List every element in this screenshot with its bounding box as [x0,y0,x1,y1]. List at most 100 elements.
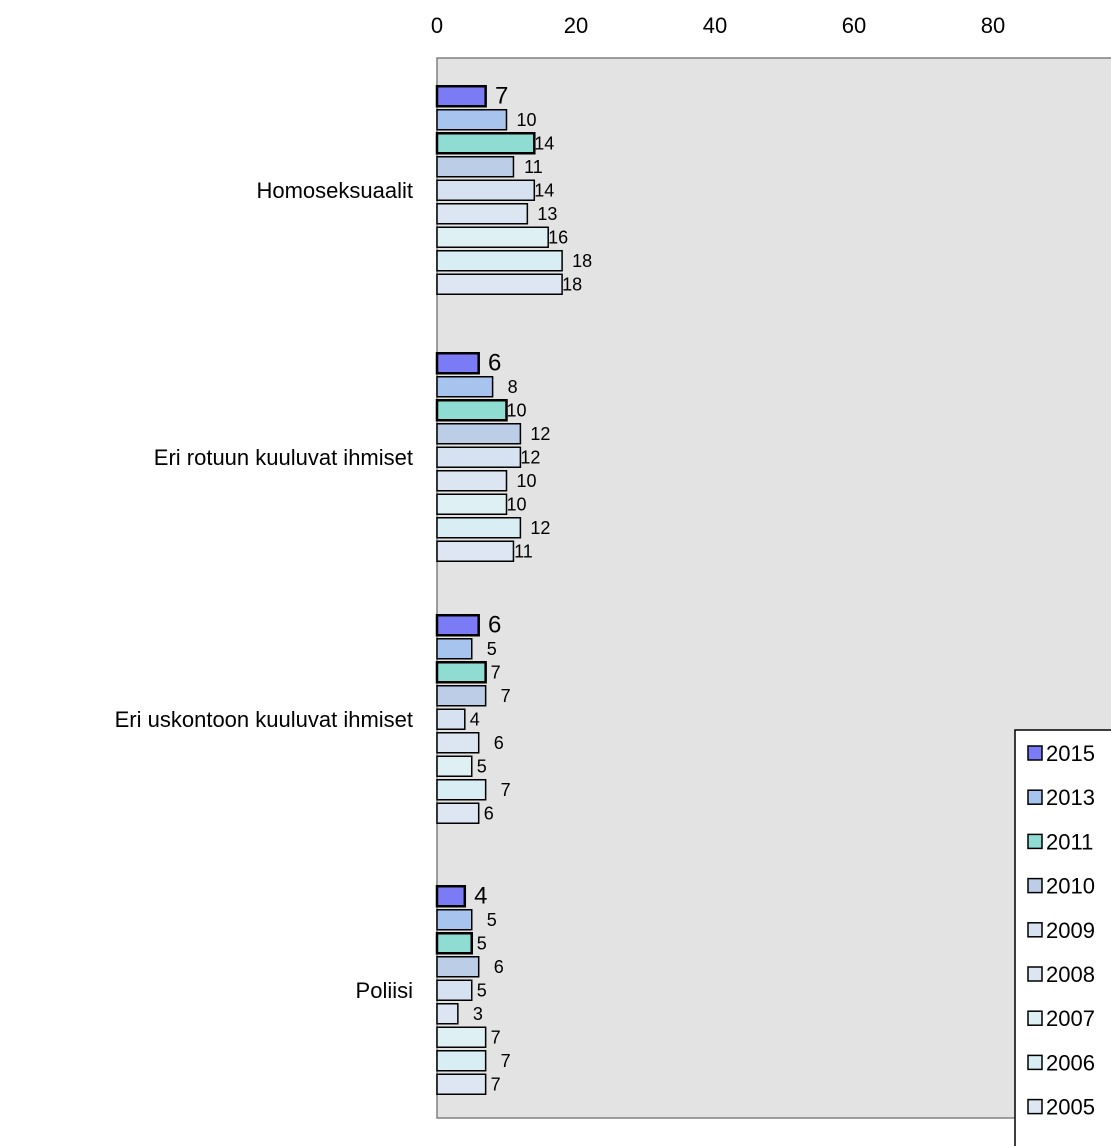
legend: 2015 2013 2011 2010 2009 2008 2007 2006 2005 [1014,729,1111,1146]
legend-label: 2010 [1046,874,1095,899]
data-label: 10 [516,471,536,491]
bar [436,956,480,978]
x-tick-label: 60 [842,13,866,38]
bar [436,540,515,562]
legend-label: 2006 [1046,1050,1095,1075]
bar [436,708,466,730]
data-label: 6 [488,349,501,376]
bar [436,638,473,660]
data-label: 5 [487,639,497,659]
data-label: 6 [484,803,494,823]
data-label: 12 [530,424,550,444]
category-label: Eri rotuun kuuluvat ihmiset [154,445,413,470]
data-label: 7 [501,780,511,800]
legend-swatch [1027,966,1043,982]
data-label: 7 [491,1027,501,1047]
bar [436,732,480,754]
bar [435,85,487,108]
bar [435,614,480,637]
bar [436,109,508,131]
bar [436,1003,459,1025]
bar [436,802,480,824]
data-label: 10 [506,400,526,420]
data-label: 12 [520,447,540,467]
data-label: 3 [473,1004,483,1024]
legend-swatch [1027,789,1043,805]
data-label: 11 [524,157,543,177]
category-axis: Homoseksuaalit Eri rotuun kuuluvat ihmise… [115,178,413,1003]
legend-swatch [1027,1010,1043,1026]
data-label: 7 [501,1051,511,1071]
data-label: 7 [495,82,508,109]
data-label: 10 [506,494,526,514]
data-label: 5 [477,980,487,1000]
bar [436,156,515,178]
bar [436,1050,487,1072]
legend-label: 2005 [1046,1095,1095,1120]
legend-label: 2011 [1046,829,1093,854]
plot-area [436,57,1111,1119]
bar [436,226,549,248]
bar [436,250,563,272]
bar [436,779,487,801]
bars [435,85,563,1095]
legend-label: 2013 [1046,785,1095,810]
category-label: Poliisi [356,978,413,1003]
legend-swatch [1027,833,1043,850]
legend-swatch [1027,745,1043,761]
bar [435,352,480,375]
legend-swatch [1027,1054,1043,1071]
bar [436,470,508,492]
category-label: Homoseksuaalit [256,178,413,203]
x-axis: 0 20 40 60 80 [431,13,1005,38]
bar [436,493,508,515]
data-label: 8 [508,377,518,397]
bar [436,979,473,1001]
bar [435,932,473,955]
data-label: 6 [488,611,501,638]
x-tick-label: 80 [981,13,1005,38]
data-label: 7 [501,686,511,706]
data-label: 5 [477,756,487,776]
bar [435,132,536,155]
data-label: 4 [470,709,480,729]
legend-label: 2008 [1046,962,1095,987]
bar [436,755,473,777]
data-label: 14 [534,133,554,153]
legend-swatch [1027,877,1043,894]
data-label: 6 [494,957,504,977]
data-label: 6 [494,733,504,753]
bar [435,399,508,422]
legend-label: 2009 [1046,918,1095,943]
bar [435,661,487,684]
data-label: 11 [514,541,533,561]
bar [436,423,522,445]
x-tick-label: 40 [703,13,727,38]
category-label: Eri uskontoon kuuluvat ihmiset [115,707,413,732]
data-label: 18 [572,251,592,271]
data-labels: 7101411141316181868101212101012116577465… [470,82,592,1094]
bar [436,909,473,931]
bar [436,685,487,707]
legend-swatch [1027,922,1043,938]
bar [436,1073,487,1095]
bar [436,517,522,539]
data-label: 5 [487,910,497,930]
data-label: 18 [562,274,582,294]
bar [436,203,529,225]
bar [436,376,494,398]
data-label: 4 [474,882,487,909]
legend-label: 2015 [1046,741,1095,766]
x-tick-label: 0 [431,13,443,38]
bar [436,273,563,295]
legend-swatch [1027,1098,1043,1115]
bar [436,446,522,468]
data-label: 10 [516,110,536,130]
bar [436,179,536,201]
x-tick-label: 20 [564,13,588,38]
bar [436,1026,487,1048]
legend-label: 2007 [1046,1006,1095,1031]
data-label: 12 [530,518,550,538]
data-label: 7 [491,662,501,682]
data-label: 16 [548,227,568,247]
